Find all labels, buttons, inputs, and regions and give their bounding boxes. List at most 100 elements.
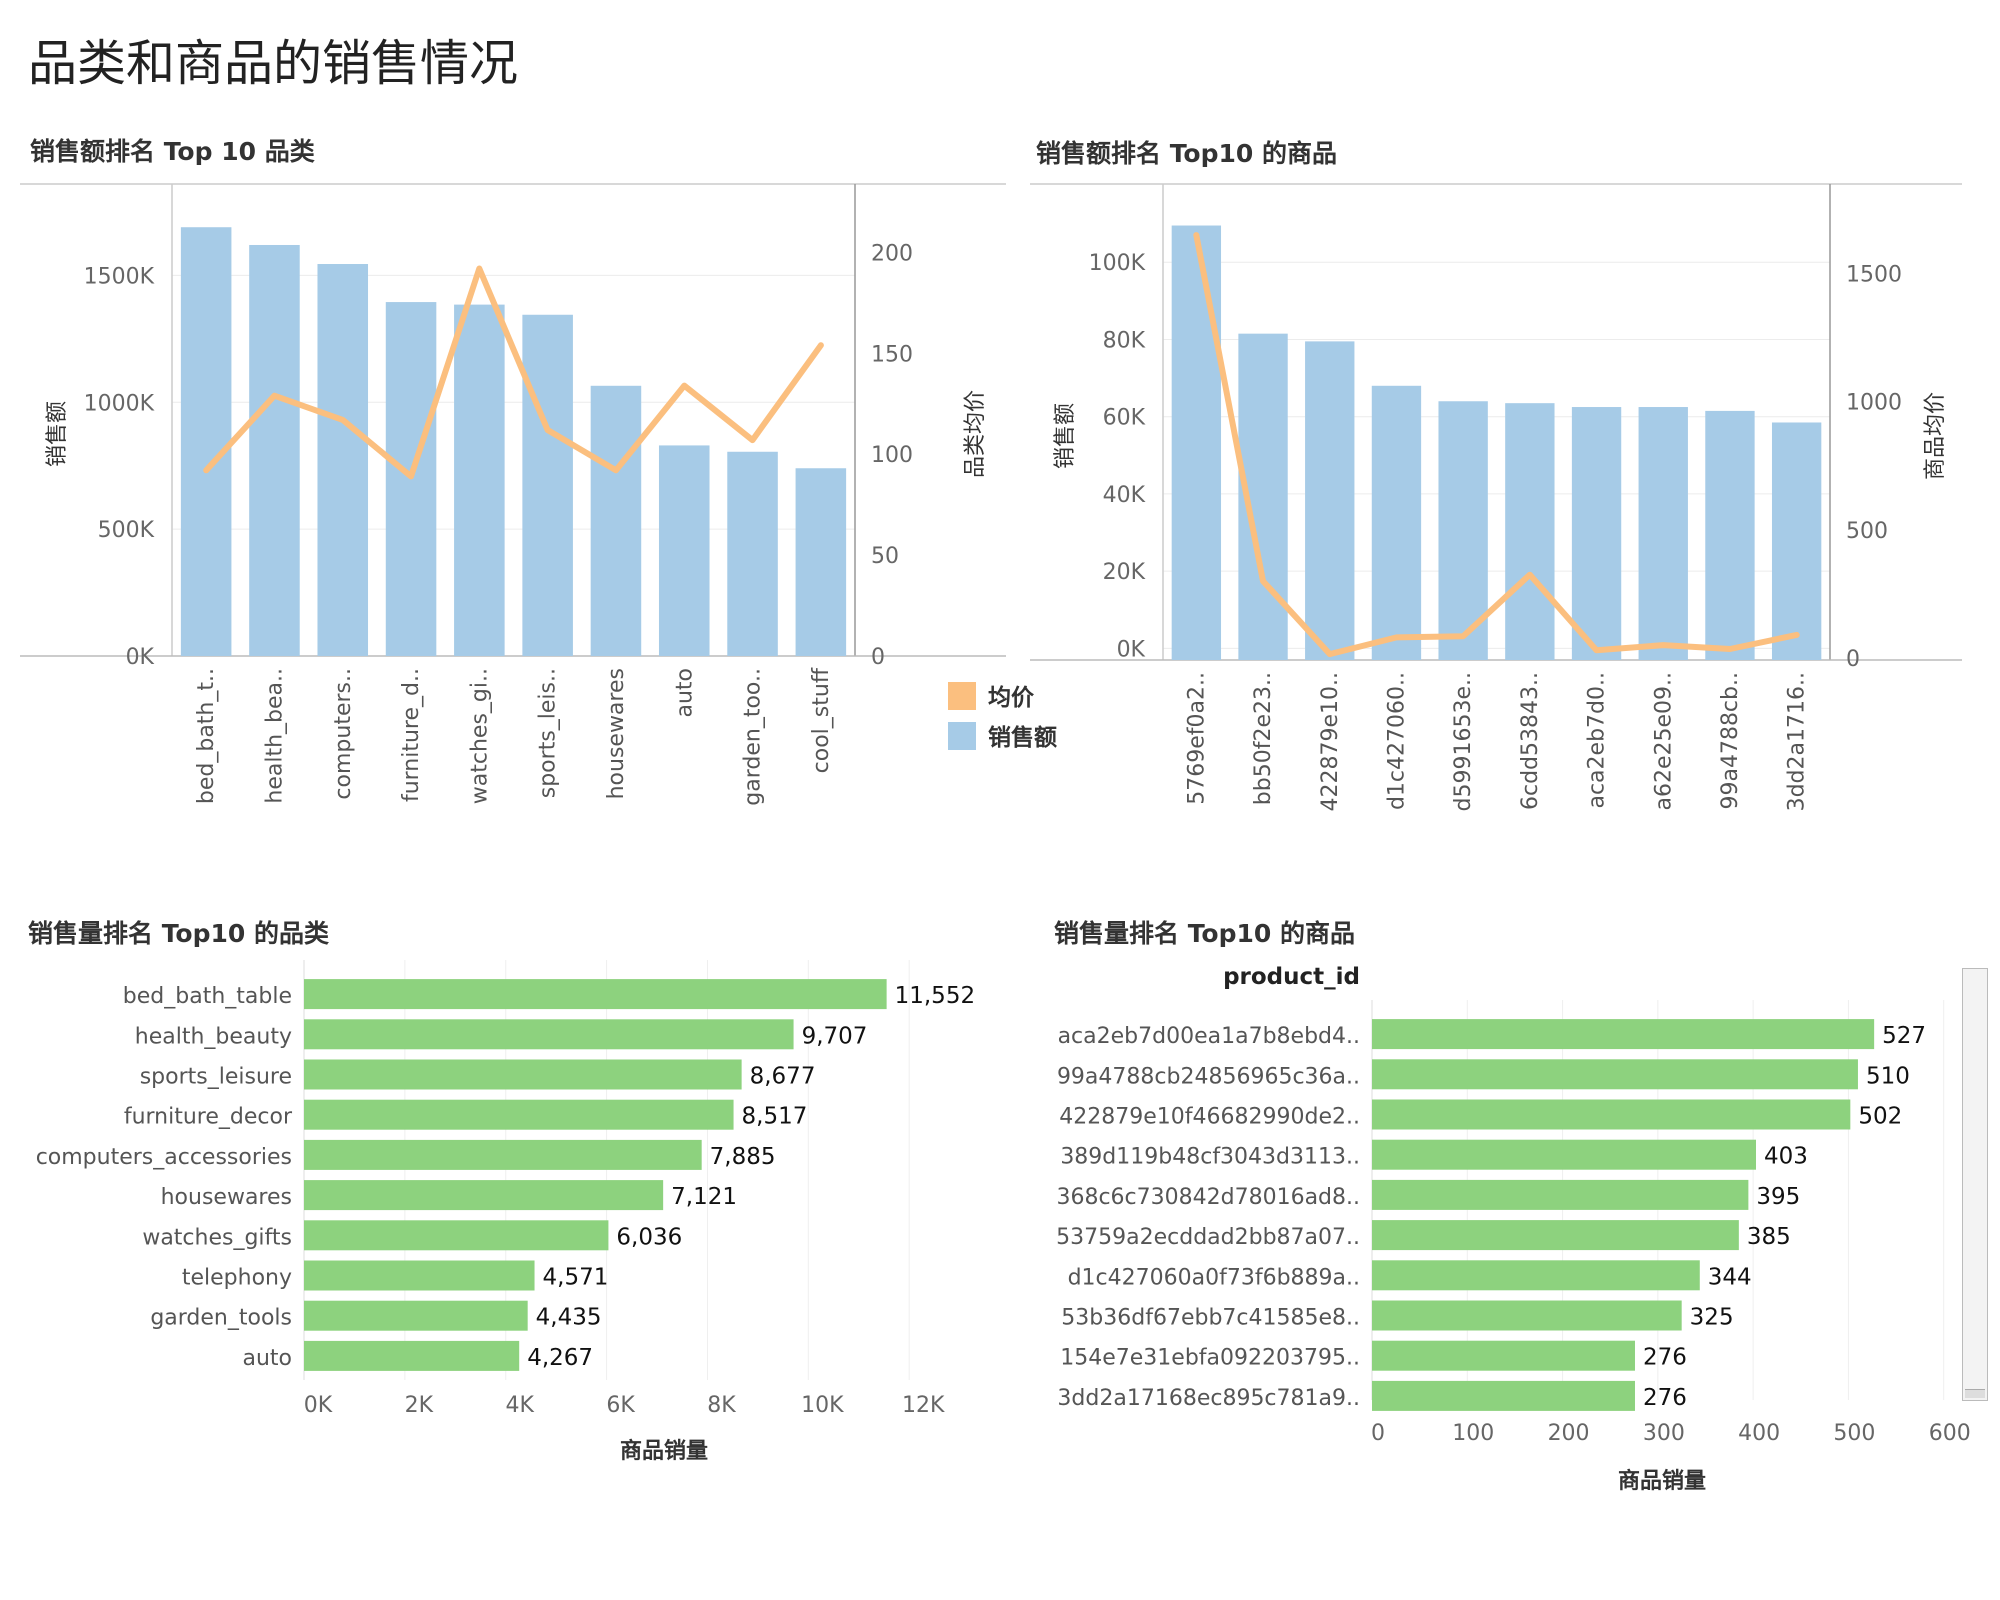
chart4-category-label-389d119b48cf3043d3113: 389d119b48cf3043d3113.. — [1060, 1145, 1360, 1170]
chart4-category-label-154e7e31ebfa092203795: 154e7e31ebfa092203795.. — [1060, 1346, 1360, 1371]
chart3-value-label-3: 8,677 — [750, 1064, 816, 1090]
chart2-category-label: 5769ef0a2.. — [1184, 672, 1209, 805]
chart4-category-label-368c6c730842d78016ad8: 368c6c730842d78016ad8.. — [1056, 1185, 1360, 1210]
chart1-ytick: 0K — [126, 645, 155, 670]
chart1-y2tick: 200 — [871, 241, 913, 266]
chart2-y2label: 商品均价 — [1923, 392, 1948, 480]
chart2-ytick: 0K — [1117, 637, 1146, 662]
chart4-value-label-3: 502 — [1858, 1104, 1902, 1130]
chart3-value-label-1: 11,552 — [895, 983, 975, 1009]
chart1-category-label: furniture_d.. — [399, 668, 424, 802]
chart2-category-label: bb50f2e23.. — [1251, 672, 1276, 805]
chart4-category-label-99a4788cb24856965c36a: 99a4788cb24856965c36a.. — [1057, 1064, 1360, 1089]
chart1-ytick: 500K — [98, 518, 155, 543]
chart4-category-label-53759a2ecddad2bb87a07: 53759a2ecddad2bb87a07.. — [1056, 1225, 1360, 1250]
chart2-bar-7 — [1571, 407, 1622, 660]
chart3-bar-2 — [304, 1019, 794, 1050]
chart2-y2tick: 1000 — [1846, 391, 1902, 416]
chart1-category-label: health_bea.. — [262, 668, 287, 804]
chart1-bar-1 — [180, 227, 232, 657]
chart3-value-label-10: 4,267 — [527, 1345, 593, 1371]
chart2-category-label: 422879e10.. — [1318, 672, 1343, 812]
chart4-value-label-8: 325 — [1690, 1305, 1734, 1331]
chart1-ytick: 1500K — [84, 264, 155, 289]
chart1-y2tick: 150 — [871, 342, 913, 367]
chart2-y2tick: 500 — [1846, 519, 1888, 544]
chart3-bar-3 — [304, 1059, 742, 1090]
chart3-xlabel: 商品销量 — [620, 1438, 708, 1464]
legend-label-sales: 销售额 — [988, 724, 1057, 751]
chart1-ytick: 1000K — [84, 391, 155, 416]
chart3-xtick: 10K — [801, 1393, 844, 1418]
chart1-y2tick: 100 — [871, 443, 913, 468]
chart4-title: 销售量排名 Top10 的商品 — [1054, 919, 1356, 948]
chart2-ytick: 60K — [1103, 406, 1146, 431]
chart1-category-label: watches_gi.. — [467, 668, 492, 804]
legend-label-avg-price: 均价 — [988, 684, 1035, 711]
chart4-xtick: 0 — [1371, 1421, 1385, 1446]
chart2-category-label: a62e25e09.. — [1651, 672, 1676, 811]
chart1-bar-9 — [727, 451, 778, 656]
chart1-bar-10 — [795, 468, 847, 656]
chart3-xtick: 6K — [606, 1393, 635, 1418]
chart3-xtick: 4K — [506, 1393, 535, 1418]
chart4-value-label-7: 344 — [1708, 1264, 1752, 1290]
chart2-ytick: 40K — [1103, 483, 1146, 508]
chart2-category-label: 99a4788cb.. — [1718, 672, 1743, 810]
chart2-avg-price-line — [1193, 232, 1800, 658]
chart3-category-label-health-beauty: health_beauty — [135, 1024, 292, 1049]
chart3-bar-7 — [304, 1220, 609, 1251]
chart2-category-label: d1c427060.. — [1384, 672, 1409, 810]
chart4-value-label-9: 276 — [1643, 1345, 1687, 1371]
chart4-xtick: 300 — [1643, 1421, 1685, 1446]
chart3-category-label-sports-leisure: sports_leisure — [140, 1065, 292, 1090]
chart3-category-label-garden-tools: garden_tools — [150, 1306, 292, 1331]
chart4-bar-1 — [1372, 1019, 1875, 1050]
chart4-bar-4 — [1372, 1139, 1756, 1170]
chart1-bar-3 — [317, 264, 369, 656]
chart4-bar-8 — [1372, 1300, 1682, 1331]
chart2-y2tick: 0 — [1846, 647, 1860, 672]
chart2-bar-4 — [1371, 385, 1422, 660]
chart2-ytick: 20K — [1103, 560, 1146, 585]
chart4-category-label-3dd2a17168ec895c781a9: 3dd2a17168ec895c781a9.. — [1057, 1386, 1360, 1411]
chart1-category-label: housewares — [604, 668, 629, 799]
chart4-value-label-1: 527 — [1882, 1023, 1926, 1049]
chart3-value-label-7: 6,036 — [616, 1224, 682, 1250]
chart4-xtick: 200 — [1548, 1421, 1590, 1446]
chart4-bar-10 — [1372, 1380, 1635, 1411]
chart2-bar-9 — [1705, 410, 1755, 660]
chart4-value-label-2: 510 — [1866, 1063, 1910, 1089]
chart2-bar-3 — [1305, 341, 1355, 660]
chart1-bar-8 — [658, 445, 710, 656]
chart3-bar-4 — [304, 1099, 734, 1130]
chart4-bar-6 — [1372, 1220, 1739, 1251]
chart3-category-label-bed-bath-table: bed_bath_table — [123, 984, 292, 1009]
chart1-category-label: computers.. — [331, 668, 356, 800]
chart3-category-label-computers-accessories: computers_accessories — [36, 1145, 292, 1170]
chart4-value-label-10: 276 — [1643, 1385, 1687, 1411]
chart4-category-label-d1c427060a0f73f6b889a: d1c427060a0f73f6b889a.. — [1068, 1265, 1360, 1290]
chart1-category-label: cool_stuff — [809, 667, 834, 773]
chart4-xlabel: 商品销量 — [1618, 1468, 1706, 1494]
chart1-title: 销售额排名 Top 10 品类 — [30, 137, 315, 166]
chart2-ylabel: 销售额 — [1053, 403, 1078, 469]
chart4-value-label-6: 385 — [1747, 1224, 1791, 1250]
chart4-category-label-53b36df67ebb7c41585e8: 53b36df67ebb7c41585e8.. — [1061, 1306, 1360, 1331]
chart3-value-label-5: 7,885 — [710, 1144, 776, 1170]
chart1-bar-5 — [454, 304, 505, 656]
chart4-scrollbar[interactable] — [1962, 968, 1988, 1401]
chart4-category-label-aca2eb7d00ea1a7b8ebd4: aca2eb7d00ea1a7b8ebd4.. — [1058, 1024, 1360, 1049]
chart1-category-label: sports_leis.. — [536, 668, 561, 798]
chart3-value-label-4: 8,517 — [742, 1104, 808, 1130]
chart3-xtick: 12K — [902, 1393, 945, 1418]
chart3-bar-5 — [304, 1139, 702, 1170]
chart4-bar-7 — [1372, 1260, 1700, 1291]
chart3-value-label-9: 4,435 — [536, 1305, 602, 1331]
chart4-row-header: product_id — [1223, 964, 1360, 990]
chart2-ytick: 80K — [1103, 328, 1146, 353]
chart4-scrollbar-thumb[interactable] — [1965, 1389, 1985, 1398]
chart2-category-label: 6cdd53843.. — [1518, 672, 1543, 810]
dashboard-title: 品类和商品的销售情况 — [28, 35, 519, 92]
chart2-bar-6 — [1505, 403, 1555, 660]
